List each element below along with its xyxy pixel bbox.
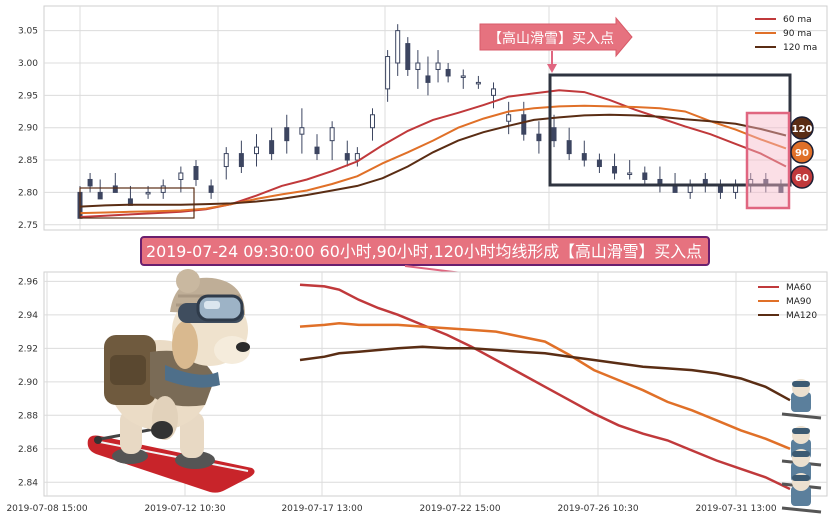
candle-body bbox=[672, 185, 678, 193]
candle-body bbox=[97, 191, 103, 200]
bottom-ma-lines bbox=[299, 283, 791, 491]
top-ma-lines bbox=[79, 89, 787, 218]
candle-body bbox=[612, 166, 618, 174]
skier-dog-illustration bbox=[87, 269, 255, 493]
bottom-x-tick-label: 2019-07-12 10:30 bbox=[144, 504, 225, 514]
badge-60: 60 bbox=[795, 173, 809, 184]
candle-body bbox=[254, 146, 259, 155]
signal-banner: 2019-07-24 09:30:00 60小时,90小时,120小时均线形成【… bbox=[140, 236, 710, 287]
candle-body bbox=[208, 185, 214, 193]
candle-body bbox=[506, 114, 512, 122]
convergence-box bbox=[745, 111, 791, 210]
candle-body bbox=[445, 68, 451, 77]
start-box bbox=[79, 187, 195, 219]
candle-body bbox=[717, 185, 723, 193]
top-line-ma120 bbox=[79, 113, 787, 208]
bottom-ma-panel: 2.84 2.86 2.88 2.90 2.92 2.94 2.96 2019-07-08 … bbox=[6, 269, 828, 514]
top-y-tick-label: 2.90 bbox=[18, 124, 38, 134]
bottom-y-tick-label: 2.88 bbox=[18, 411, 38, 421]
candle-body bbox=[112, 185, 118, 193]
candle-body bbox=[284, 127, 290, 142]
candle-body bbox=[395, 30, 401, 64]
bottom-legend: MA60 MA90 MA120 bbox=[758, 283, 817, 321]
candle-body bbox=[475, 81, 481, 85]
candle-body bbox=[425, 75, 431, 83]
top-y-tick-label: 2.85 bbox=[18, 156, 38, 166]
signal-banner-text: 2019-07-24 09:30:00 60小时,90小时,120小时均线形成【… bbox=[146, 242, 702, 261]
legend-ma120: MA120 bbox=[786, 311, 817, 321]
candle-body bbox=[269, 140, 275, 155]
candle-body bbox=[87, 178, 93, 187]
legend-90ma: 90 ma bbox=[783, 29, 812, 39]
bottom-y-tick-label: 2.94 bbox=[18, 311, 38, 321]
top-price-panel: 2.75 2.80 2.85 2.90 2.95 3.00 3.05 【高山滑雪】买入点 6… bbox=[18, 5, 828, 231]
top-y-axis: 2.75 2.80 2.85 2.90 2.95 3.00 3.05 bbox=[18, 27, 38, 231]
bottom-y-tick-label: 2.90 bbox=[18, 378, 38, 388]
bottom-x-tick-label: 2019-07-26 10:30 bbox=[557, 504, 638, 514]
candle-body bbox=[145, 191, 151, 195]
legend-60ma: 60 ma bbox=[783, 15, 812, 25]
mini-skier-figures bbox=[781, 379, 822, 514]
legend-120ma: 120 ma bbox=[783, 43, 817, 53]
candle-body bbox=[521, 114, 527, 135]
candle-body bbox=[329, 127, 335, 142]
candle-body bbox=[551, 127, 557, 142]
candle-body bbox=[314, 146, 320, 155]
candle-body bbox=[687, 185, 693, 193]
candle-body bbox=[160, 185, 166, 193]
candle-body bbox=[566, 140, 572, 155]
candle-body bbox=[733, 185, 739, 193]
badge-90: 90 bbox=[795, 148, 809, 159]
ma-badges: 120 90 60 bbox=[790, 116, 814, 189]
candle-body bbox=[344, 153, 350, 161]
candle-body bbox=[385, 56, 391, 90]
top-y-tick-label: 3.00 bbox=[18, 59, 38, 69]
candle-body bbox=[642, 172, 648, 180]
candle-body bbox=[415, 62, 421, 70]
bottom-y-tick-label: 2.86 bbox=[18, 445, 38, 455]
bottom-x-tick-label: 2019-07-31 13:00 bbox=[695, 504, 776, 514]
top-legend: 60 ma 90 ma 120 ma bbox=[755, 15, 817, 53]
candle-body bbox=[354, 153, 360, 161]
candle-body bbox=[460, 75, 466, 78]
candle-body bbox=[178, 172, 184, 180]
bottom-y-tick-label: 2.96 bbox=[18, 277, 38, 287]
bottom-line-ma90 bbox=[299, 321, 791, 450]
legend-ma90: MA90 bbox=[786, 297, 812, 307]
bottom-x-axis: 2019-07-08 15:00 2019-07-12 10:30 2019-07-… bbox=[6, 504, 776, 514]
bottom-y-tick-label: 2.92 bbox=[18, 344, 38, 354]
candle-body bbox=[405, 43, 411, 70]
candle-body bbox=[491, 88, 497, 96]
buy-point-label: 【高山滑雪】买入点 bbox=[488, 30, 614, 47]
top-y-tick-label: 2.75 bbox=[18, 221, 38, 231]
candle-body bbox=[581, 153, 587, 161]
top-y-tick-label: 3.05 bbox=[18, 27, 38, 37]
legend-ma60: MA60 bbox=[786, 283, 812, 293]
bottom-x-tick-label: 2019-07-08 15:00 bbox=[6, 504, 87, 514]
top-y-tick-label: 2.80 bbox=[18, 188, 38, 198]
top-y-tick-label: 2.95 bbox=[18, 91, 38, 101]
bottom-x-tick-label: 2019-07-17 13:00 bbox=[281, 504, 362, 514]
bottom-y-tick-label: 2.84 bbox=[18, 478, 38, 488]
bottom-x-tick-label: 2019-07-22 15:00 bbox=[419, 504, 500, 514]
candle-body bbox=[435, 62, 441, 70]
candle-body bbox=[299, 127, 305, 135]
bottom-line-ma120 bbox=[299, 345, 791, 402]
candle-body bbox=[627, 172, 633, 175]
candle-body bbox=[238, 153, 244, 168]
candle-body bbox=[536, 133, 542, 142]
bottom-y-axis: 2.84 2.86 2.88 2.90 2.92 2.94 2.96 bbox=[18, 277, 38, 488]
candle-body bbox=[193, 166, 199, 180]
buy-point-arrow: 【高山滑雪】买入点 bbox=[479, 16, 633, 73]
candle-body bbox=[223, 153, 229, 168]
badge-120: 120 bbox=[792, 124, 813, 135]
candle-body bbox=[369, 114, 375, 129]
candle-body bbox=[596, 159, 602, 168]
top-line-ma90 bbox=[79, 104, 787, 215]
bottom-line-ma60 bbox=[299, 283, 791, 491]
